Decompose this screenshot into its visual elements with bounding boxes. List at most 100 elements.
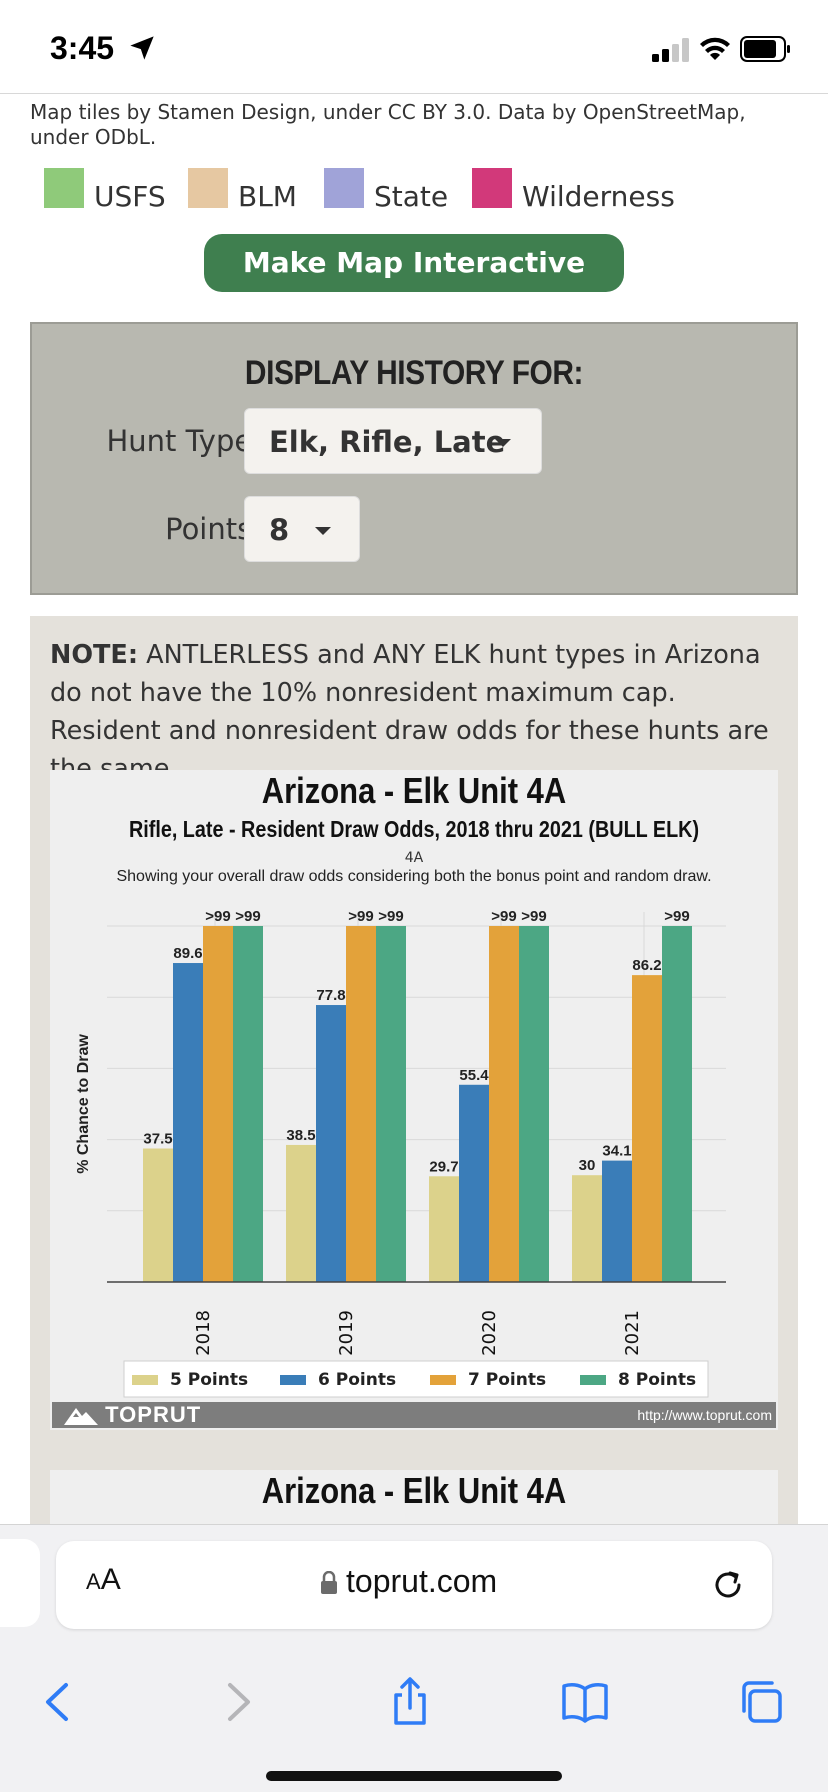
bookmarks-icon[interactable] [560, 1677, 610, 1727]
bar-7-points [489, 926, 519, 1282]
home-indicator [266, 1771, 562, 1781]
data-label: >99 [664, 908, 689, 925]
bar-8-points [233, 926, 263, 1282]
bar-6-points [459, 1084, 489, 1282]
points-select[interactable]: 8 [244, 496, 360, 562]
legend-swatch [472, 168, 512, 208]
chart-subtitle: Rifle, Late - Resident Draw Odds, 2018 t… [128, 816, 700, 842]
data-label: 29.7 [429, 1158, 458, 1175]
data-label: >99 [235, 908, 260, 925]
toprut-logo: TOPRUT [64, 1402, 201, 1428]
chart-legend [123, 1360, 709, 1398]
note-body: ANTLERLESS and ANY ELK hunt types in Ari… [50, 640, 769, 784]
chevron-down-icon [315, 527, 331, 535]
make-map-interactive-button[interactable]: Make Map Interactive [204, 234, 624, 292]
data-label: 30 [579, 1157, 596, 1174]
data-label: 34.1 [602, 1143, 631, 1160]
legend-swatch [580, 1375, 606, 1385]
legend-label: State [374, 180, 449, 213]
data-label: >99 [378, 908, 403, 925]
browser-toolbar: AA toprut.com [0, 1524, 828, 1792]
address-bar[interactable]: AA toprut.com [56, 1541, 772, 1629]
map-attribution: Map tiles by Stamen Design, under CC BY … [30, 100, 746, 149]
bar-5-points [429, 1176, 459, 1282]
legend-label: 7 Points [468, 1370, 546, 1390]
x-tick-label: 2021 [622, 1310, 643, 1356]
chart-title: Arizona - Elk Unit 4A [261, 1470, 567, 1511]
data-label: >99 [348, 908, 373, 925]
x-tick-label: 2020 [479, 1310, 500, 1356]
cellular-signal-icon [652, 38, 689, 62]
hunt-type-select[interactable]: Elk, Rifle, Late [244, 408, 542, 474]
data-label: 86.2 [632, 957, 661, 974]
bar-7-points [203, 926, 233, 1282]
data-label: 55.4 [459, 1067, 489, 1084]
status-bar: 3:45 [0, 0, 828, 94]
note-label: NOTE: [50, 640, 139, 670]
legend-swatch [132, 1375, 158, 1385]
x-tick-label: 2018 [193, 1310, 214, 1356]
bar-8-points [519, 926, 549, 1282]
note-text: NOTE: ANTLERLESS and ANY ELK hunt types … [50, 636, 790, 788]
status-time: 3:45 [50, 30, 115, 66]
mountain-logo-icon [64, 1408, 98, 1425]
bar-5-points [572, 1175, 602, 1282]
data-label: 89.6 [173, 945, 202, 962]
chevron-down-icon [495, 439, 511, 447]
legend-label: 6 Points [318, 1370, 396, 1390]
brand-name: TOPRUT [105, 1402, 202, 1427]
hunt-type-label: Hunt Type: [106, 424, 262, 458]
points-value: 8 [269, 513, 290, 547]
reload-icon[interactable] [708, 1565, 748, 1605]
bar-7-points [632, 975, 662, 1282]
data-label: >99 [205, 908, 230, 925]
legend-swatch [324, 168, 364, 208]
chart-footer: TOPRUT http://www.toprut.com [52, 1402, 776, 1428]
data-label: 37.5 [143, 1131, 172, 1148]
legend-swatch [188, 168, 228, 208]
y-axis-label: % Chance to Draw [75, 1034, 92, 1174]
wifi-icon [700, 37, 730, 60]
bar-5-points [286, 1144, 316, 1282]
lock-icon [321, 1571, 337, 1594]
text-size-button[interactable]: AA [86, 1563, 121, 1596]
bar-8-points [376, 926, 406, 1282]
history-title: DISPLAY HISTORY FOR: [244, 354, 584, 392]
bar-6-points [316, 1005, 346, 1282]
bar-6-points [173, 963, 203, 1282]
tabs-icon[interactable] [736, 1677, 786, 1727]
legend-label: 8 Points [618, 1370, 696, 1390]
brand-url[interactable]: http://www.toprut.com [637, 1407, 772, 1423]
legend-swatch [44, 168, 84, 208]
battery-icon [740, 36, 790, 62]
forward-icon[interactable] [212, 1677, 262, 1727]
data-label: >99 [491, 908, 516, 925]
bar-5-points [143, 1148, 173, 1282]
chart-description: Showing your overall draw odds consideri… [116, 868, 712, 885]
data-label: >99 [521, 908, 546, 925]
url-text: toprut.com [346, 1563, 498, 1599]
chart-title: Arizona - Elk Unit 4A [261, 770, 567, 811]
points-label: Points: [165, 512, 262, 546]
data-label: 77.8 [316, 987, 345, 1004]
x-tick-label: 2019 [336, 1310, 357, 1356]
legend-label: 5 Points [170, 1370, 248, 1390]
location-arrow-icon [130, 36, 154, 60]
back-icon[interactable] [34, 1677, 84, 1727]
hunt-type-value: Elk, Rifle, Late [269, 425, 506, 459]
bar-8-points [662, 926, 692, 1282]
legend-label: BLM [238, 180, 297, 213]
display-history-panel: DISPLAY HISTORY FOR: Hunt Type: Elk, Rif… [30, 322, 798, 595]
bar-7-points [346, 926, 376, 1282]
legend-swatch [280, 1375, 306, 1385]
data-label: 38.5 [286, 1127, 315, 1144]
chart-unit-label: 4A [404, 850, 424, 866]
previous-tab-preview[interactable] [0, 1539, 40, 1627]
legend-label: Wilderness [522, 180, 675, 213]
draw-odds-chart: Arizona - Elk Unit 4A Rifle, Late - Resi… [50, 770, 778, 1430]
legend-label: USFS [94, 180, 166, 213]
share-icon[interactable] [385, 1677, 435, 1727]
legend-swatch [430, 1375, 456, 1385]
bar-6-points [602, 1160, 632, 1282]
chart-plot: % Chance to Draw 37.5 89.6 >99 >99 2018 38.5 77… [75, 908, 726, 1398]
